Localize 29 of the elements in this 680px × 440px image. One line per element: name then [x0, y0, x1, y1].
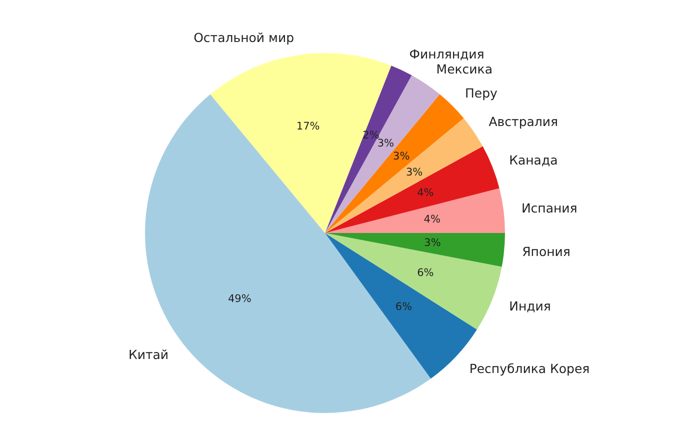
slice-label: Финляндия — [409, 46, 484, 62]
slice-label: Испания — [521, 200, 578, 216]
pie-slice — [210, 53, 392, 233]
slice-label: Япония — [522, 244, 570, 260]
data-label: 4% — [424, 213, 440, 226]
slice-label: Мексика — [436, 62, 493, 77]
slice-label: Австралия — [488, 114, 558, 130]
pie-slice — [325, 233, 505, 267]
data-label: 49% — [228, 293, 252, 306]
data-label: 3% — [377, 138, 394, 150]
pie-slice — [325, 233, 502, 330]
data-label: 3% — [424, 237, 441, 250]
pie-slice — [325, 75, 440, 233]
pie-slice — [325, 146, 500, 233]
data-label: 6% — [417, 266, 434, 279]
data-label: 3% — [393, 150, 410, 163]
pie-slice — [325, 94, 464, 233]
data-label: 3% — [406, 166, 423, 178]
pie-slice — [325, 118, 483, 233]
data-label: 4% — [417, 187, 434, 200]
slice-label: Республика Корея — [469, 361, 590, 376]
slice-label: Перу — [465, 85, 498, 100]
slice-label: Остальной мир — [194, 30, 294, 45]
slice-label: Китай — [128, 346, 169, 362]
slice-label: Индия — [509, 298, 551, 314]
data-label: 6% — [395, 300, 412, 313]
slice-label: Канада — [509, 152, 558, 168]
pie-slice — [325, 188, 505, 233]
data-label: 17% — [296, 120, 320, 132]
